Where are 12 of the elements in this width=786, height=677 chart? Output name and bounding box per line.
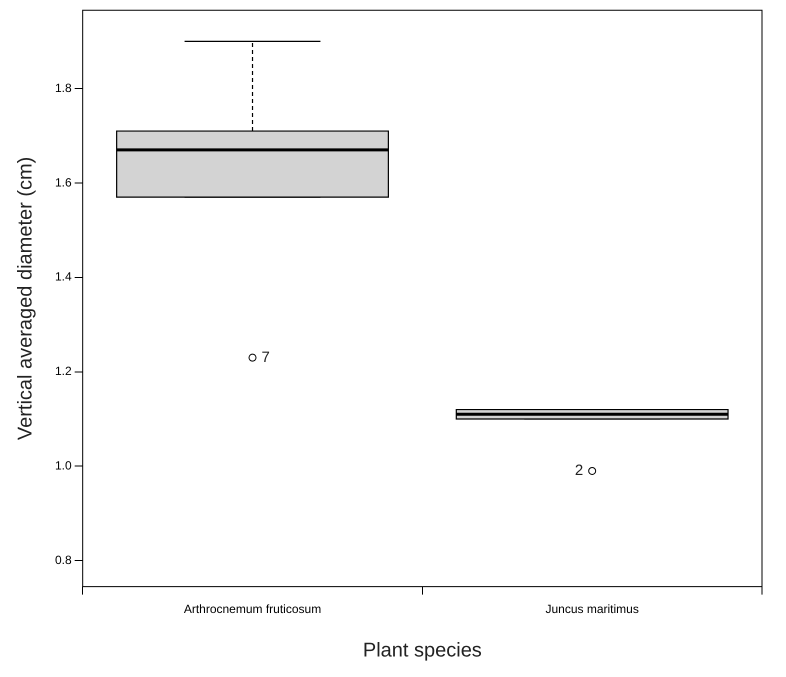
y-tick-label: 1.2 <box>54 364 72 378</box>
y-tick-label: 1.6 <box>54 175 72 190</box>
annotation: 7 <box>262 348 270 366</box>
annotation: 2 <box>574 462 584 480</box>
y-tick-label: 0.8 <box>54 552 72 567</box>
y-tick-label: 1.8 <box>54 80 72 95</box>
y-tick-label: 1.0 <box>54 458 72 473</box>
x-tick-label: Juncus maritimus <box>545 602 639 616</box>
x-tick-label: Arthrocnemum fruticosum <box>184 602 322 616</box>
y-tick-label: 1.4 <box>54 270 72 284</box>
y-axis-title: Vertical averaged diameter (cm) <box>14 156 37 440</box>
x-axis-title: Plant species <box>362 640 482 662</box>
